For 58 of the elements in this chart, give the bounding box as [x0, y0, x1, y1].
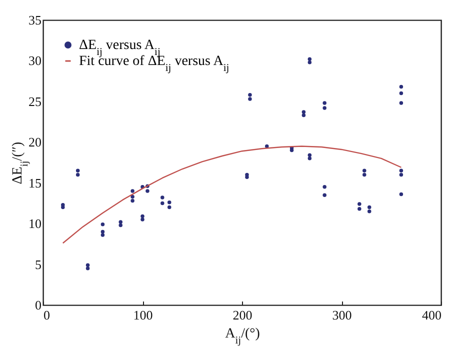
point: [308, 60, 312, 64]
point: [248, 97, 252, 101]
point: [160, 201, 164, 206]
point: [76, 172, 80, 177]
point: [308, 57, 312, 61]
point: [358, 207, 362, 211]
point: [362, 168, 366, 173]
point: [358, 202, 362, 206]
line-series: [62, 146, 402, 244]
point: [399, 172, 404, 177]
x-tick-label: 200: [232, 308, 252, 322]
point: [100, 233, 105, 237]
x-axis-title: A$_{ij}$/(°): [225, 326, 260, 346]
point: [367, 209, 372, 214]
y-tick-label: 10: [28, 216, 42, 232]
point: [302, 113, 306, 118]
point: [399, 168, 404, 173]
point: [399, 91, 404, 96]
point: [322, 106, 326, 110]
point: [167, 200, 172, 204]
point: [302, 110, 306, 114]
y-tick-label: 20: [28, 134, 42, 150]
x-tick-label: 300: [332, 308, 352, 322]
point: [146, 189, 150, 193]
point: [100, 230, 105, 234]
point: [118, 220, 122, 224]
point: [118, 223, 122, 228]
y-tick-label: 25: [28, 94, 42, 109]
point: [130, 194, 134, 199]
y-tick-label: 0: [35, 298, 42, 312]
point: [76, 168, 80, 173]
point: [362, 172, 366, 177]
y-tick-label: 5: [35, 256, 42, 272]
point: [130, 198, 134, 203]
point: [140, 218, 144, 222]
point: [140, 214, 144, 218]
y-tick-label: 30: [28, 53, 42, 68]
point: [367, 205, 372, 210]
point: [61, 202, 65, 207]
point: [248, 93, 252, 97]
y-tick-label: 15: [28, 175, 42, 190]
x-tick-label: 100: [133, 308, 153, 322]
point: [399, 84, 404, 89]
point: [322, 193, 326, 197]
point: [86, 266, 90, 270]
point: [167, 205, 172, 210]
point: [130, 189, 134, 193]
point: [308, 156, 312, 160]
point: [399, 101, 404, 105]
x-tick-label: 400: [422, 308, 442, 322]
point: [86, 263, 90, 267]
point: [322, 101, 326, 105]
point: [399, 192, 404, 196]
point: [308, 153, 312, 158]
y-tick-label: 35: [28, 12, 42, 28]
point: [322, 185, 326, 189]
point: [100, 222, 105, 226]
point: [160, 196, 164, 200]
